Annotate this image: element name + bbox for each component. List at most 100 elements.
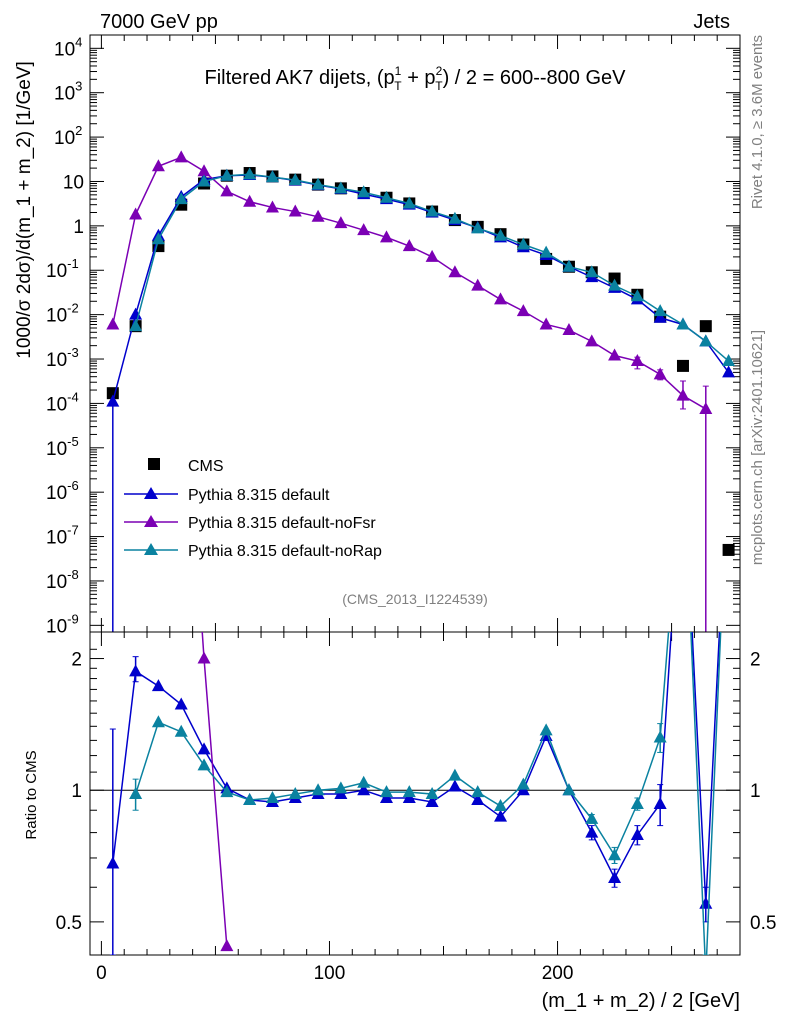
- norap-data-point: [197, 174, 211, 187]
- nofsr-data-point: [243, 194, 257, 207]
- norap-ratio-point: [402, 785, 416, 798]
- norap-data-point: [471, 221, 485, 234]
- nofsr-ratio-line: [201, 632, 228, 947]
- norap-data-point: [653, 304, 667, 317]
- default-ratio-line: [112, 632, 721, 904]
- rivet-version-label: Rivet 4.1.0, ≥ 3.6M events: [749, 35, 766, 209]
- main-y-tick-label: 104: [54, 34, 82, 60]
- norap-ratio-point: [151, 715, 165, 728]
- ratio-y-axis-label: Ratio to CMS: [23, 750, 40, 839]
- x-tick-label: 100: [314, 963, 346, 984]
- ratio-x-axis: 0 100 200: [96, 632, 718, 984]
- main-y-tick-label: 10-5: [46, 434, 79, 460]
- norap-data-point: [174, 192, 188, 205]
- nofsr-data-point: [539, 317, 553, 330]
- header-left: 7000 GeV pp: [100, 11, 218, 33]
- main-y-tick-exponent: -3: [67, 345, 79, 360]
- nofsr-data-point: [425, 249, 439, 262]
- nofsr-data-point: [197, 164, 211, 177]
- norap-ratio-point: [129, 787, 143, 800]
- norap-ratio-point: [357, 775, 371, 788]
- legend-label-cms: CMS: [188, 458, 224, 475]
- nofsr-ratio-point: [197, 651, 211, 664]
- nofsr-data-point: [357, 223, 371, 236]
- norap-data-point: [608, 278, 622, 291]
- nofsr-data-point: [220, 184, 234, 197]
- default-ratio-point: [425, 794, 439, 807]
- main-y-tick-exponent: 3: [75, 79, 82, 94]
- nofsr-data-point: [151, 159, 165, 172]
- norap-data-point: [425, 204, 439, 217]
- nofsr-data-point: [311, 209, 325, 222]
- main-series: [106, 150, 736, 632]
- nofsr-data-point: [630, 354, 644, 367]
- nofsr-data-point: [494, 292, 508, 305]
- norap-ratio-point: [608, 848, 622, 861]
- nofsr-data-point: [174, 150, 188, 163]
- nofsr-data-point: [448, 265, 462, 278]
- main-x-axis-ticks: [100, 35, 718, 632]
- norap-ratio-point: [220, 785, 234, 798]
- nofsr-data-point: [516, 304, 530, 317]
- default-data-point: [106, 394, 120, 407]
- norap-data-point: [676, 317, 690, 330]
- main-y-tick-label: 10-8: [46, 567, 79, 593]
- legend-marker-default: [144, 487, 158, 499]
- norap-ratio-point: [265, 790, 279, 803]
- main-y-tick-label: 10-6: [46, 478, 79, 504]
- nofsr-data-point: [379, 230, 393, 243]
- ratio-y-tick-label-right: 2: [750, 650, 761, 671]
- norap-ratio-point: [630, 796, 644, 809]
- norap-ratio-point: [379, 785, 393, 798]
- main-y-tick-label: 10: [63, 172, 84, 193]
- legend-marker-norap: [144, 543, 158, 555]
- default-ratio-point: [197, 742, 211, 755]
- main-y-tick-label: 10-4: [46, 389, 79, 415]
- nofsr-ratio-point: [220, 939, 234, 952]
- main-y-tick-exponent: 4: [75, 34, 82, 49]
- legend-label-norap: Pythia 8.315 default-noRap: [188, 543, 382, 560]
- default-line: [112, 174, 730, 402]
- norap-ratio-point: [653, 730, 667, 743]
- norap-data-point: [265, 170, 279, 183]
- norap-data-point: [311, 177, 325, 190]
- norap-ratio-point: [197, 758, 211, 771]
- norap-data-point: [539, 245, 553, 258]
- main-y-axis-label: 1000/σ 2dσ)/d(m_1 + m_2) [1/GeV]: [14, 61, 35, 359]
- ratio-y-axis: 0.5 0.5 1 1 2 2: [56, 648, 776, 934]
- norap-data-point: [562, 259, 576, 272]
- nofsr-data-point: [699, 401, 713, 414]
- main-y-tick-exponent: -5: [67, 434, 79, 449]
- norap-ratio-point: [539, 723, 553, 736]
- nofsr-data-point: [288, 204, 302, 217]
- ratio-panel: Ratio to CMS (m_1 + m_2) / 2 [GeV] 0.5 0.…: [23, 631, 776, 1012]
- main-y-tick-exponent: -4: [67, 389, 79, 404]
- nofsr-data-point: [129, 207, 143, 220]
- legend-marker-cms: [148, 458, 160, 470]
- main-plot-title: Filtered AK7 dijets, (p1 T + p2 T) / 2 = 6…: [205, 64, 627, 93]
- header-right: Jets: [693, 11, 730, 33]
- norap-data-point: [129, 319, 143, 332]
- legend-label-default: Pythia 8.315 default: [188, 487, 330, 504]
- main-panel: Filtered AK7 dijets, (p1 T + p2 T) / 2 = 6…: [14, 34, 741, 637]
- norap-ratio-point: [334, 781, 348, 794]
- norap-ratio-point: [243, 792, 257, 805]
- main-y-tick-label: 10-2: [46, 301, 79, 327]
- default-ratio-point: [699, 896, 713, 909]
- norap-ratio-point: [516, 777, 530, 790]
- cms-data-point: [608, 272, 621, 285]
- norap-ratio-point: [562, 783, 576, 796]
- mcplots-source-label: mcplots.cern.ch [arXiv:2401.10621]: [749, 330, 766, 565]
- norap-data-point: [516, 237, 530, 250]
- norap-data-point: [494, 228, 508, 241]
- main-y-tick-exponent: -9: [67, 611, 79, 626]
- x-axis-label: (m_1 + m_2) / 2 [GeV]: [542, 990, 740, 1012]
- norap-data-point: [699, 334, 713, 347]
- ratio-y-tick-label-right: 1: [750, 781, 761, 802]
- nofsr-data-point: [562, 323, 576, 336]
- norap-ratio-point: [585, 811, 599, 824]
- legend-marker-nofsr: [144, 515, 158, 527]
- legend: CMS Pythia 8.315 default Pythia 8.315 de…: [124, 458, 382, 560]
- main-y-tick-label: 10-7: [46, 523, 79, 549]
